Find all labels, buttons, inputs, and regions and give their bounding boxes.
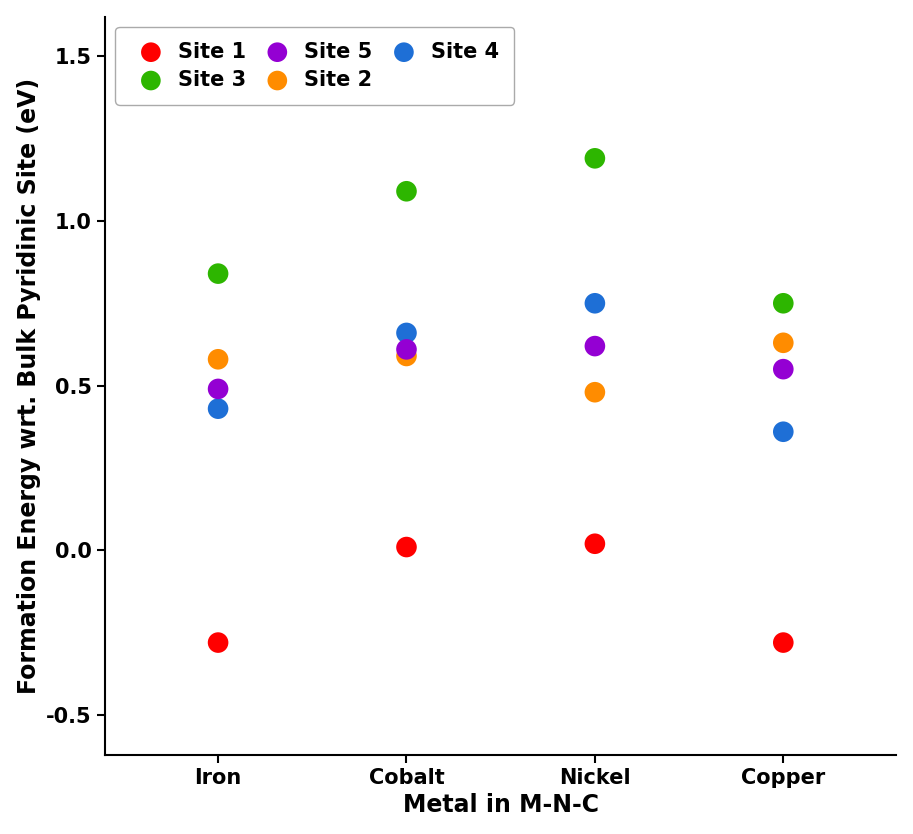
Site 5: [776, 363, 791, 376]
Site 1: [399, 540, 414, 554]
Site 3: [399, 184, 414, 198]
Site 5: [211, 382, 226, 395]
Site 4: [399, 326, 414, 339]
Site 5: [588, 339, 603, 353]
Site 1: [776, 636, 791, 649]
X-axis label: Metal in M-N-C: Metal in M-N-C: [403, 793, 599, 817]
Site 3: [776, 297, 791, 310]
Site 2: [776, 336, 791, 349]
Site 2: [399, 349, 414, 363]
Legend: Site 1, Site 3, Site 5, Site 2, Site 4: Site 1, Site 3, Site 5, Site 2, Site 4: [115, 27, 514, 104]
Site 1: [588, 537, 603, 550]
Site 3: [588, 152, 603, 165]
Site 4: [588, 297, 603, 310]
Site 5: [399, 343, 414, 356]
Site 4: [776, 425, 791, 439]
Site 4: [211, 402, 226, 415]
Site 2: [588, 385, 603, 399]
Site 2: [211, 353, 226, 366]
Site 3: [211, 267, 226, 280]
Site 1: [211, 636, 226, 649]
Y-axis label: Formation Energy wrt. Bulk Pyridinic Site (eV): Formation Energy wrt. Bulk Pyridinic Sit…: [16, 78, 41, 694]
